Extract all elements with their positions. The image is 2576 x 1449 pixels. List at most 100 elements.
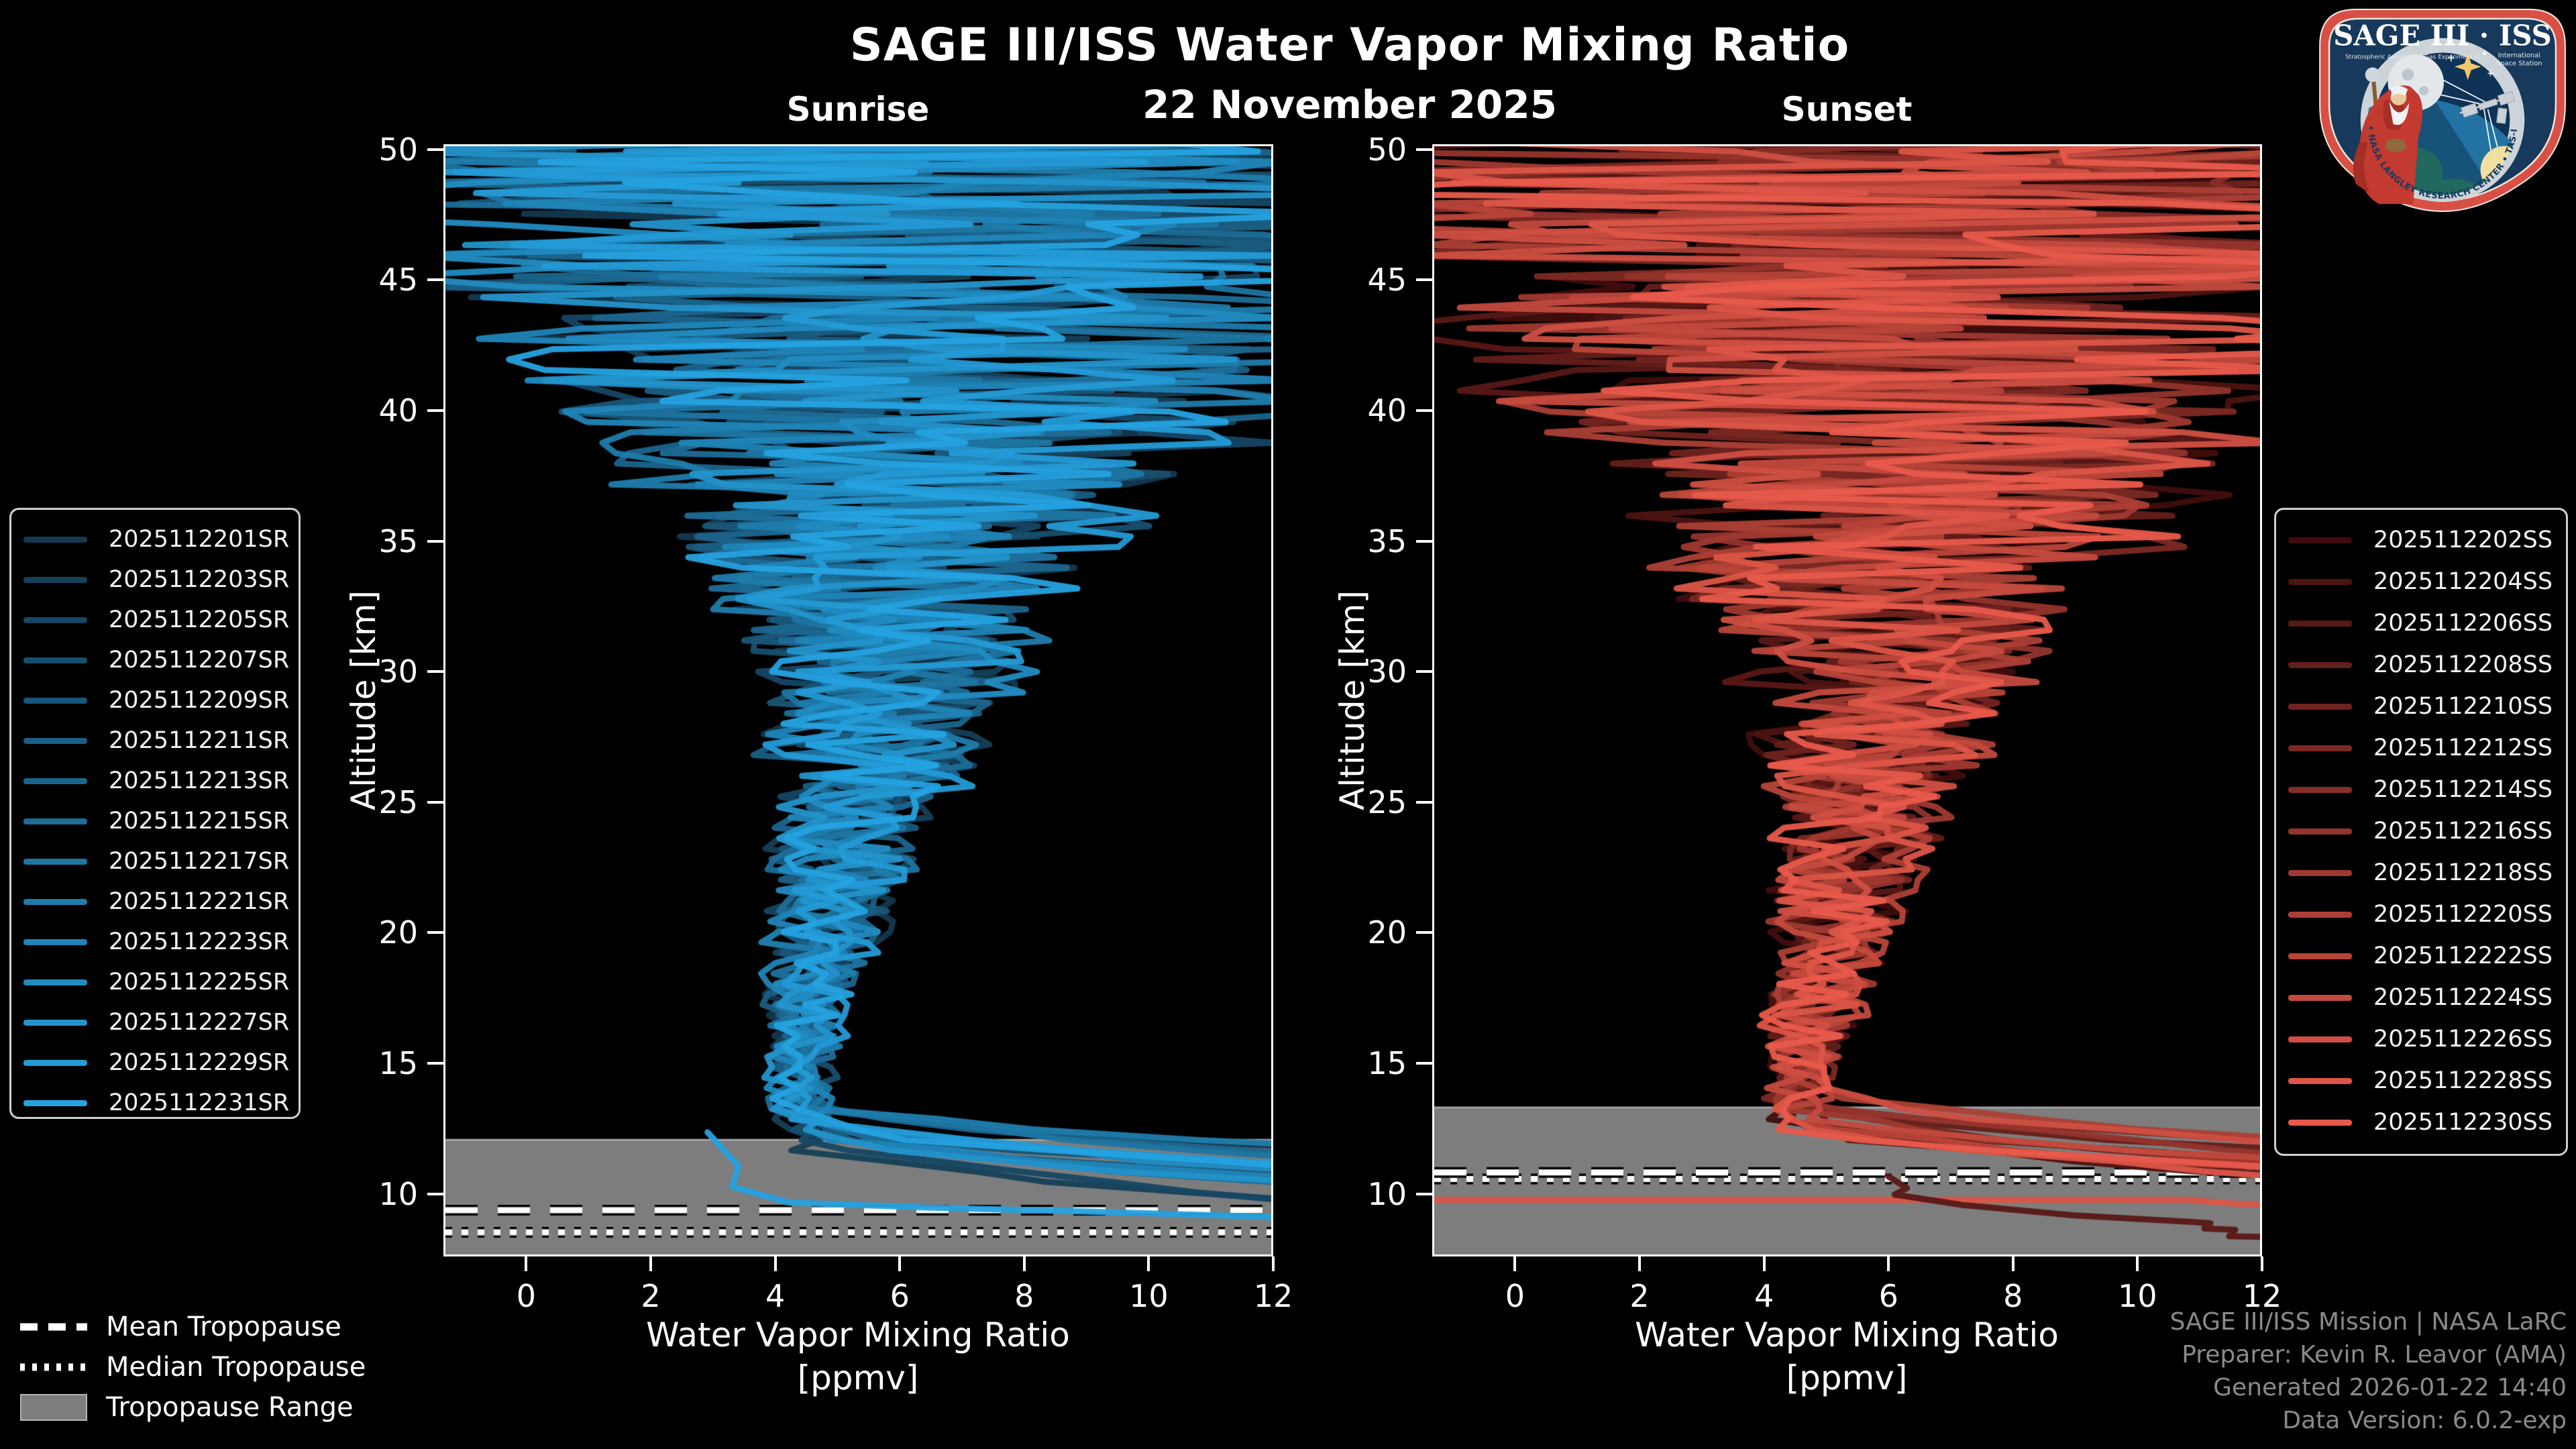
legend-line-swatch [23,858,87,865]
y-tick-label: 35 [378,523,418,559]
x-tick-mark [1022,1256,1026,1271]
legend-item: 2025112206SS [2288,602,2554,644]
footer-mission-line: SAGE III/ISS Mission | NASA LaRC [2169,1308,2567,1336]
sunrise-y-axis-label: Altitude [km] [344,590,383,810]
patch-subtitle-left: Stratospheric Aerosol and Gas Experiment… [2345,54,2480,60]
legend-event-id: 2025112231SR [109,1089,290,1116]
legend-item: 2025112227SR [23,1002,290,1042]
legend-line-swatch [23,657,87,663]
legend-event-id: 2025112206SS [2373,610,2553,637]
legend-event-id: 2025112211SR [109,727,290,754]
legend-event-id: 2025112210SS [2373,693,2553,720]
legend-line-swatch [2288,661,2352,668]
patch-star [2454,53,2481,80]
legend-event-id: 2025112227SR [109,1009,290,1036]
legend-line-swatch [23,818,87,824]
legend-line-swatch [23,898,87,905]
legend-event-id: 2025112220SS [2373,901,2553,928]
y-tick-mark [1416,409,1432,412]
x-tick-label: 12 [1253,1278,1293,1314]
legend-event-id: 2025112229SR [109,1049,290,1076]
legend-item: 2025112212SS [2288,727,2554,769]
patch-staff-orb [2365,67,2380,83]
legend-event-id: 2025112226SS [2373,1026,2553,1053]
legend-item: 2025112228SS [2288,1060,2554,1102]
legend-line-swatch [2288,745,2352,751]
legend-item: 2025112202SS [2288,519,2554,561]
legend-event-id: 2025112209SR [109,687,290,714]
patch-iss [2459,91,2516,124]
legend-item: 2025112226SS [2288,1018,2554,1060]
x-tick-label: 2 [641,1278,661,1314]
legend-item: 2025112221SR [23,881,290,922]
x-tick-mark [2136,1256,2139,1271]
y-tick-label: 10 [1367,1175,1407,1212]
x-tick-mark [1638,1256,1642,1271]
x-tick-label: 10 [2118,1278,2157,1314]
sunset-y-axis-label: Altitude [km] [1333,590,1372,810]
x-tick-label: 6 [890,1278,910,1314]
legend-line-swatch [2288,537,2352,543]
legend-item: 2025112204SS [2288,561,2554,602]
legend-item: 2025112211SR [23,720,290,761]
legend-item: 2025112201SR [23,519,289,559]
y-tick-label: 25 [1367,784,1407,820]
legend-line-swatch [23,697,87,704]
legend-item: 2025112210SS [2288,686,2554,727]
legend-line-swatch [23,737,87,744]
legend-event-id: 2025112228SS [2373,1067,2553,1094]
patch-beard [2389,101,2410,125]
y-tick-mark [1416,278,1432,282]
x-tick-label: 0 [1505,1278,1525,1314]
legend-line-swatch [23,616,87,623]
legend-line-swatch [2288,620,2352,627]
legend-item: 2025112214SS [2288,769,2554,810]
legend-line-swatch [2288,703,2352,710]
legend-item: 2025112230SS [2288,1102,2554,1143]
x-tick-mark [2261,1256,2263,1271]
tropopause-legend: Mean Tropopause Median Tropopause Tropop… [20,1307,366,1428]
sunset-legend: 2025112202SS 2025112204SS 2025112206SS 2025… [2274,508,2568,1156]
legend-line-swatch [23,979,87,985]
legend-line-swatch [2288,994,2352,1001]
legend-line-swatch [23,536,87,543]
legend-item: 2025112225SR [23,962,289,1002]
sunrise-profiles-canvas [445,146,1271,1254]
y-tick-mark [427,670,443,674]
y-tick-mark [1416,1192,1432,1195]
legend-item: 2025112222SS [2288,935,2554,977]
y-tick-label: 45 [1367,262,1407,299]
legend-item: 2025112229SR [23,1042,290,1083]
y-tick-mark [427,800,443,804]
y-tick-mark [427,278,443,282]
patch-hair [2390,86,2408,97]
legend-item: 2025112231SR [23,1083,290,1123]
x-tick-label: 6 [1878,1278,1898,1314]
y-tick-mark [1416,670,1432,674]
y-tick-label: 25 [378,784,418,820]
legend-line-swatch [23,938,87,945]
legend-line-swatch [2288,578,2352,585]
x-tick-mark [1272,1256,1275,1271]
y-tick-label: 40 [378,392,418,429]
y-tick-label: 15 [378,1044,418,1081]
legend-event-id: 2025112215SR [109,808,290,835]
x-tick-mark [525,1256,528,1271]
legend-line-swatch [23,1019,87,1026]
x-tick-label: 10 [1129,1278,1169,1314]
patch-belt [2385,138,2407,152]
median-tropopause-label: Median Tropopause [106,1352,366,1383]
patch-sparkles [2447,50,2493,76]
sunrise-legend: 2025112201SR 2025112203SR 2025112205SR 2025… [9,508,301,1119]
x-tick-label: 0 [516,1278,537,1314]
patch-robe-fold [2353,141,2369,194]
y-tick-label: 40 [1367,392,1407,429]
patch-subtitle-right-1: International [2498,52,2540,60]
legend-event-id: 2025112221SR [109,888,290,915]
legend-event-id: 2025112217SR [109,848,290,875]
y-tick-mark [427,1061,443,1065]
median-tropopause-legend-item: Median Tropopause [20,1347,366,1387]
patch-title: SAGE III · ISS [2333,19,2551,52]
legend-line-swatch [2288,1077,2352,1084]
sunrise-x-axis-label-line2: [ppmv] [797,1358,919,1397]
